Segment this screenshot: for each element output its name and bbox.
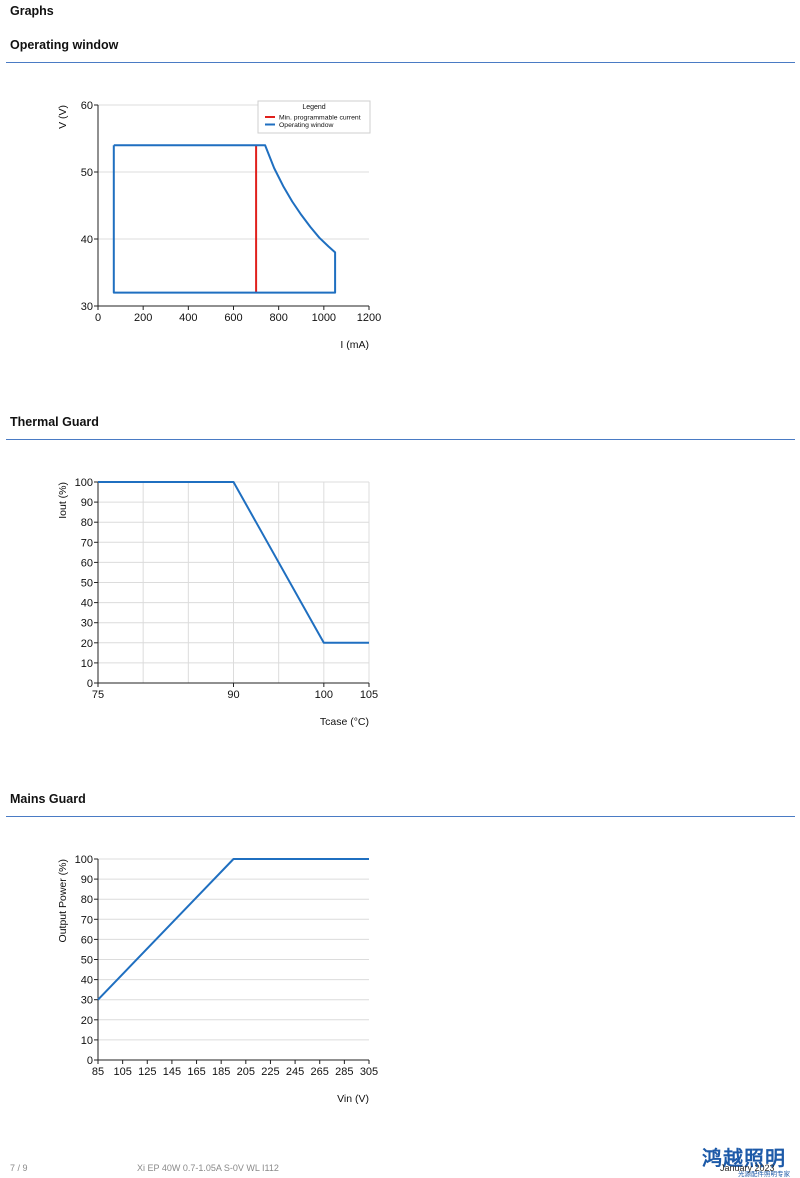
x-tick-label: 105 (360, 689, 378, 701)
brand-logo-subtitle: 光源配件照明专家 (738, 1170, 790, 1178)
y-tick-label: 70 (81, 537, 93, 549)
y-tick-label: 80 (81, 517, 93, 529)
y-tick-label: 50 (81, 578, 93, 590)
x-tick-label: 400 (179, 312, 197, 324)
series-line-operating-window (112, 144, 337, 294)
y-tick-label: 0 (87, 1055, 93, 1067)
y-tick-label: 20 (81, 1015, 93, 1027)
x-tick-label: 265 (311, 1066, 329, 1078)
y-tick-label: 30 (81, 301, 93, 313)
y-tick-label: 60 (81, 100, 93, 112)
brand-logo: 鸿越照明 (702, 1146, 786, 1170)
y-axis-label: Iout (%) (57, 482, 69, 519)
x-tick-label: 245 (286, 1066, 304, 1078)
y-tick-label: 100 (75, 854, 93, 866)
y-tick-label: 80 (81, 894, 93, 906)
section-divider (6, 62, 795, 63)
legend-entry-label: Min. programmable current (279, 115, 361, 122)
x-tick-label: 1000 (312, 312, 336, 324)
x-tick-label: 0 (95, 312, 101, 324)
y-axis-label: Output Power (%) (57, 859, 69, 942)
x-tick-label: 75 (92, 689, 104, 701)
x-tick-label: 200 (134, 312, 152, 324)
x-tick-label: 90 (227, 689, 239, 701)
footer-page-number: 7 / 9 (10, 1163, 28, 1173)
y-axis-label: V (V) (57, 105, 69, 129)
y-tick-label: 40 (81, 598, 93, 610)
section-title-mains-guard: Mains Guard (10, 792, 86, 806)
x-tick-label: 105 (113, 1066, 131, 1078)
section-divider (6, 439, 795, 440)
x-axis-label: Vin (V) (337, 1093, 369, 1105)
x-tick-label: 600 (224, 312, 242, 324)
y-tick-label: 30 (81, 618, 93, 630)
x-axis-label: Tcase (°C) (320, 716, 369, 728)
x-tick-label: 185 (212, 1066, 230, 1078)
x-tick-label: 205 (237, 1066, 255, 1078)
y-tick-label: 10 (81, 658, 93, 670)
x-tick-label: 85 (92, 1066, 104, 1078)
x-tick-label: 165 (187, 1066, 205, 1078)
legend-title: Legend (302, 104, 325, 111)
legend-entry-label: Operating window (279, 122, 333, 129)
y-tick-label: 70 (81, 914, 93, 926)
y-tick-label: 10 (81, 1035, 93, 1047)
y-tick-label: 40 (81, 234, 93, 246)
y-tick-label: 60 (81, 557, 93, 569)
y-tick-label: 20 (81, 638, 93, 650)
x-tick-label: 100 (315, 689, 333, 701)
series-line-mains (97, 858, 369, 1001)
section-title-operating-window: Operating window (10, 38, 119, 52)
y-tick-label: 60 (81, 934, 93, 946)
y-tick-label: 90 (81, 874, 93, 886)
y-tick-label: 100 (75, 477, 93, 489)
section-title-thermal-guard: Thermal Guard (10, 415, 99, 429)
series-line-thermal (98, 481, 369, 644)
x-tick-label: 225 (261, 1066, 279, 1078)
footer-document-name: Xi EP 40W 0.7-1.05A S-0V WL I112 (137, 1163, 279, 1173)
page-title: Graphs (10, 4, 54, 18)
x-axis-label: I (mA) (340, 339, 369, 351)
x-tick-label: 145 (163, 1066, 181, 1078)
x-tick-label: 1200 (357, 312, 381, 324)
legend-box (257, 100, 371, 134)
mains-guard-chart: 0 10 20 30 40 50 60 70 80 90 100 85 105 125 145 165 185 2… (57, 854, 378, 1105)
thermal-guard-chart: 0 10 20 30 40 50 60 70 80 90 100 75 90 100 105 Tcase (°… (57, 477, 378, 728)
y-tick-label: 50 (81, 167, 93, 179)
footer-date: January 2023 (720, 1163, 775, 1173)
x-tick-label: 125 (138, 1066, 156, 1078)
y-tick-label: 90 (81, 497, 93, 509)
x-tick-label: 800 (269, 312, 287, 324)
y-tick-label: 50 (81, 955, 93, 967)
x-tick-label: 285 (335, 1066, 353, 1078)
y-tick-label: 30 (81, 995, 93, 1007)
x-tick-label: 305 (360, 1066, 378, 1078)
section-divider (6, 816, 795, 817)
y-tick-label: 40 (81, 975, 93, 987)
y-tick-label: 0 (87, 678, 93, 690)
